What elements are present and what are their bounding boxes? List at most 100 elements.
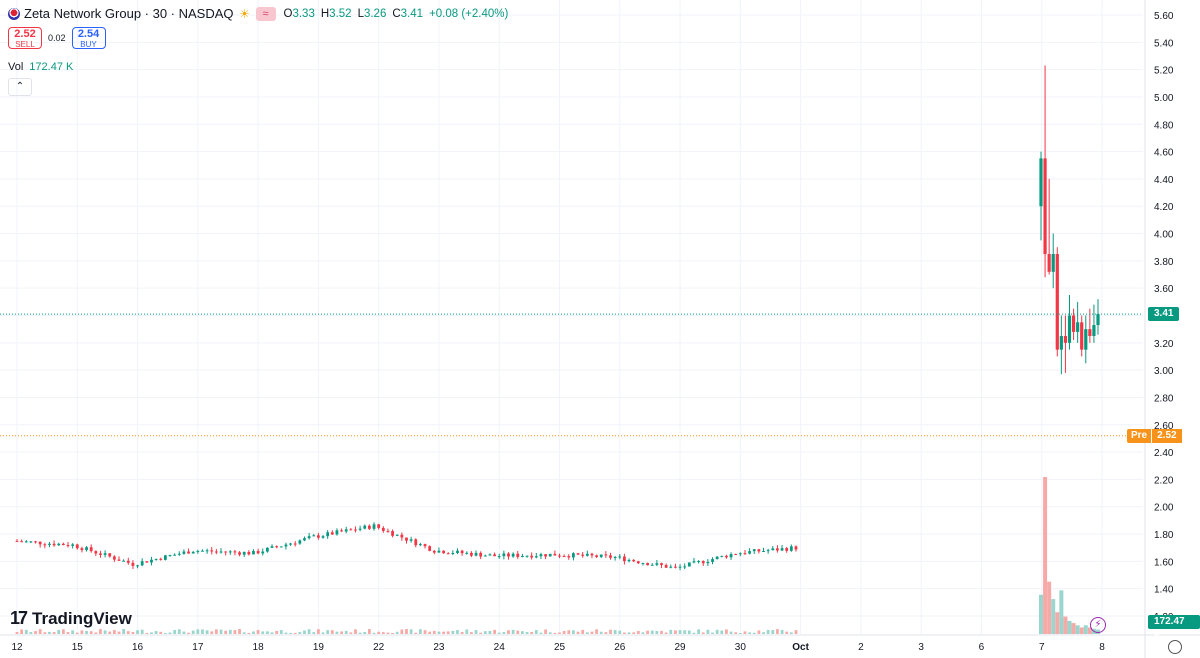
session-volume-bar <box>1083 625 1088 634</box>
history-candle <box>534 556 538 558</box>
history-candle <box>15 540 19 542</box>
volume-bar <box>358 632 362 634</box>
history-candle <box>470 552 473 556</box>
history-candle <box>196 550 200 552</box>
volume-bar <box>381 632 385 634</box>
history-candle <box>159 558 163 560</box>
volume-bar <box>548 632 552 634</box>
history-candle <box>24 541 28 543</box>
history-candle <box>669 566 673 568</box>
history-candle <box>75 544 79 549</box>
history-candle <box>66 545 70 547</box>
volume-bar <box>456 630 459 634</box>
indicator-badge[interactable]: ≈ <box>255 6 276 21</box>
history-candle <box>706 561 710 564</box>
history-candle <box>205 550 209 552</box>
volume-bar <box>743 631 747 634</box>
volume-bar <box>423 630 427 634</box>
history-candle <box>511 553 515 557</box>
history-candle <box>720 555 724 557</box>
y-tick-label: 4.60 <box>1154 148 1174 159</box>
gear-icon[interactable] <box>1168 640 1182 654</box>
volume-bar <box>752 632 756 634</box>
volume-bar <box>414 632 418 634</box>
volume-bar <box>692 632 696 634</box>
collapse-legend-button[interactable]: ⌃ <box>8 78 32 96</box>
session-volume-bar <box>1047 581 1052 634</box>
history-candle <box>145 561 149 563</box>
volume-bar <box>678 630 682 634</box>
volume-bar <box>623 632 626 634</box>
volume-bar <box>650 630 654 634</box>
history-candle <box>530 555 534 558</box>
history-candle <box>191 551 195 554</box>
session-volume-bar <box>1055 612 1060 634</box>
volume-bar <box>344 630 348 634</box>
y-tick-label: 1.60 <box>1154 557 1174 568</box>
volume-bar <box>553 632 557 634</box>
history-candle <box>748 551 751 554</box>
volume-bar <box>163 632 167 634</box>
x-tick-label: 2 <box>858 642 864 653</box>
history-candle <box>344 529 348 532</box>
session-candle <box>1051 254 1055 272</box>
volume-bar <box>636 631 640 634</box>
market-open-icon[interactable]: ☀ <box>239 6 250 21</box>
symbol-title[interactable]: Zeta Network Group · 30 · NASDAQ <box>24 6 234 21</box>
history-candle <box>595 555 598 557</box>
volume-bar <box>789 632 793 634</box>
history-candle <box>48 543 51 545</box>
history-candle <box>687 562 691 567</box>
volume-bar <box>270 632 274 634</box>
session-candle <box>1063 335 1068 343</box>
y-tick-label: 4.40 <box>1154 175 1174 186</box>
y-tick-label: 2.40 <box>1154 448 1174 459</box>
history-candle <box>479 552 483 557</box>
history-candle <box>711 559 714 562</box>
history-candle <box>400 534 404 538</box>
x-tick-label: 22 <box>373 642 385 653</box>
history-candle <box>61 543 65 546</box>
x-tick-label: 17 <box>192 642 204 653</box>
volume-bar <box>576 631 580 634</box>
history-candle <box>734 554 738 556</box>
sell-button[interactable]: 2.52 SELL <box>8 27 42 49</box>
volume-bar <box>539 632 543 634</box>
flash-icon[interactable]: ⚡ <box>1090 617 1106 633</box>
buy-button[interactable]: 2.54 BUY <box>71 27 106 49</box>
history-candle <box>590 553 594 556</box>
volume-bar <box>609 629 612 634</box>
ohlc-values: O3.33 H3.52 L3.26 C3.41 +0.08 (+2.40%) <box>283 7 509 20</box>
volume-bar <box>669 629 673 634</box>
volume-bar <box>664 632 668 634</box>
history-candle <box>210 550 214 552</box>
volume-bar <box>205 630 209 634</box>
volume-bar <box>683 630 687 634</box>
volume-bar <box>442 631 445 634</box>
history-candle <box>168 555 172 557</box>
volume-bar <box>697 629 700 634</box>
volume-bar <box>400 629 404 634</box>
session-candle <box>1055 254 1059 350</box>
history-candle <box>465 552 469 554</box>
volume-bar <box>674 630 677 634</box>
history-candle <box>738 553 742 555</box>
volume-bar <box>660 630 663 634</box>
volume-bar <box>24 629 28 634</box>
history-candle <box>238 552 241 555</box>
session-volume-bar <box>1063 616 1068 634</box>
volume-bar <box>493 629 496 634</box>
volume-bar <box>451 630 455 634</box>
history-candle <box>636 561 640 564</box>
history-candle <box>335 530 339 535</box>
volume-bar <box>409 629 413 634</box>
history-candle <box>29 541 33 543</box>
history-candle <box>99 553 102 555</box>
change-value: +0.08 (+2.40%) <box>429 7 509 20</box>
y-tick-label: 3.60 <box>1154 284 1174 295</box>
history-candle <box>275 546 279 548</box>
history-candle <box>340 530 343 532</box>
close-value: 3.41 <box>400 7 424 20</box>
volume-bar <box>261 631 265 634</box>
